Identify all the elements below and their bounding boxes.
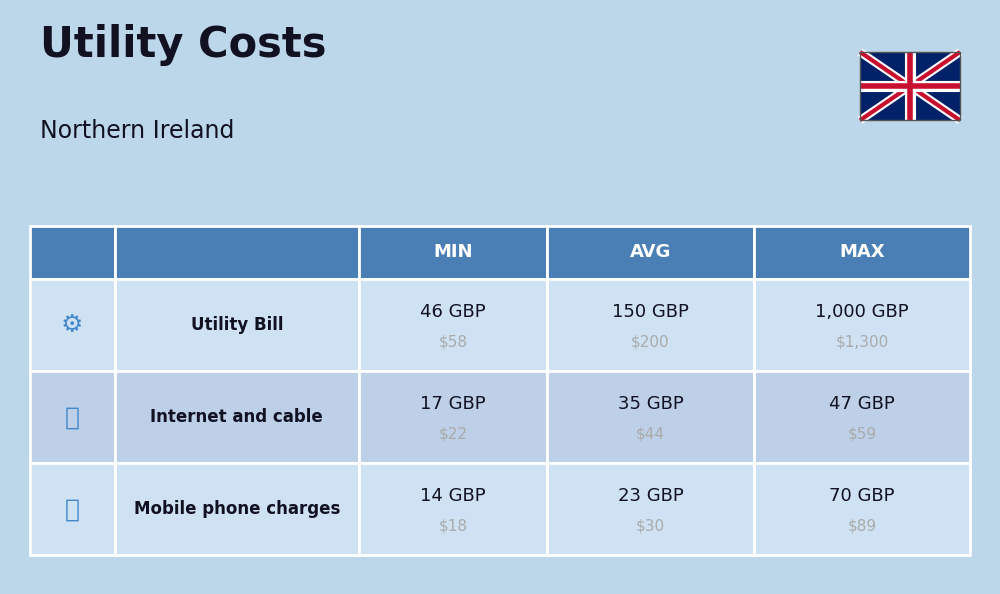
- Text: 14 GBP: 14 GBP: [420, 486, 486, 505]
- Text: 📱: 📱: [65, 497, 80, 522]
- FancyBboxPatch shape: [547, 371, 754, 463]
- FancyBboxPatch shape: [30, 226, 115, 279]
- FancyBboxPatch shape: [547, 463, 754, 555]
- Text: $22: $22: [438, 426, 467, 441]
- Text: MAX: MAX: [839, 244, 885, 261]
- FancyBboxPatch shape: [45, 298, 100, 352]
- Text: Internet and cable: Internet and cable: [150, 408, 323, 426]
- Text: $18: $18: [438, 519, 467, 533]
- Text: MIN: MIN: [433, 244, 473, 261]
- FancyBboxPatch shape: [359, 226, 547, 279]
- FancyBboxPatch shape: [359, 463, 547, 555]
- Text: 47 GBP: 47 GBP: [829, 394, 895, 413]
- Text: 1,000 GBP: 1,000 GBP: [815, 302, 909, 321]
- Text: 70 GBP: 70 GBP: [829, 486, 895, 505]
- FancyBboxPatch shape: [754, 279, 970, 371]
- FancyBboxPatch shape: [754, 463, 970, 555]
- Text: 17 GBP: 17 GBP: [420, 394, 486, 413]
- Text: AVG: AVG: [630, 244, 671, 261]
- Text: ⚙: ⚙: [61, 313, 83, 337]
- Text: $89: $89: [847, 519, 876, 533]
- Text: $58: $58: [438, 334, 467, 349]
- FancyBboxPatch shape: [547, 226, 754, 279]
- FancyBboxPatch shape: [754, 371, 970, 463]
- FancyBboxPatch shape: [45, 391, 100, 444]
- Text: 35 GBP: 35 GBP: [618, 394, 683, 413]
- FancyBboxPatch shape: [30, 463, 115, 555]
- Text: Utility Bill: Utility Bill: [191, 316, 283, 334]
- Text: $30: $30: [636, 519, 665, 533]
- FancyBboxPatch shape: [754, 226, 970, 279]
- Text: 46 GBP: 46 GBP: [420, 302, 486, 321]
- FancyBboxPatch shape: [115, 226, 359, 279]
- FancyBboxPatch shape: [547, 279, 754, 371]
- FancyBboxPatch shape: [359, 371, 547, 463]
- FancyBboxPatch shape: [45, 482, 100, 536]
- Text: 23 GBP: 23 GBP: [618, 486, 683, 505]
- Text: $1,300: $1,300: [835, 334, 889, 349]
- Text: $200: $200: [631, 334, 670, 349]
- FancyBboxPatch shape: [359, 279, 547, 371]
- FancyBboxPatch shape: [115, 463, 359, 555]
- FancyBboxPatch shape: [115, 371, 359, 463]
- FancyBboxPatch shape: [115, 279, 359, 371]
- Text: $44: $44: [636, 426, 665, 441]
- FancyBboxPatch shape: [30, 279, 115, 371]
- Text: $59: $59: [847, 426, 876, 441]
- FancyBboxPatch shape: [30, 371, 115, 463]
- Text: 150 GBP: 150 GBP: [612, 302, 689, 321]
- Text: 📶: 📶: [65, 405, 80, 429]
- FancyBboxPatch shape: [860, 52, 960, 121]
- Text: Utility Costs: Utility Costs: [40, 24, 326, 66]
- Text: Mobile phone charges: Mobile phone charges: [134, 500, 340, 519]
- Text: Northern Ireland: Northern Ireland: [40, 119, 234, 143]
